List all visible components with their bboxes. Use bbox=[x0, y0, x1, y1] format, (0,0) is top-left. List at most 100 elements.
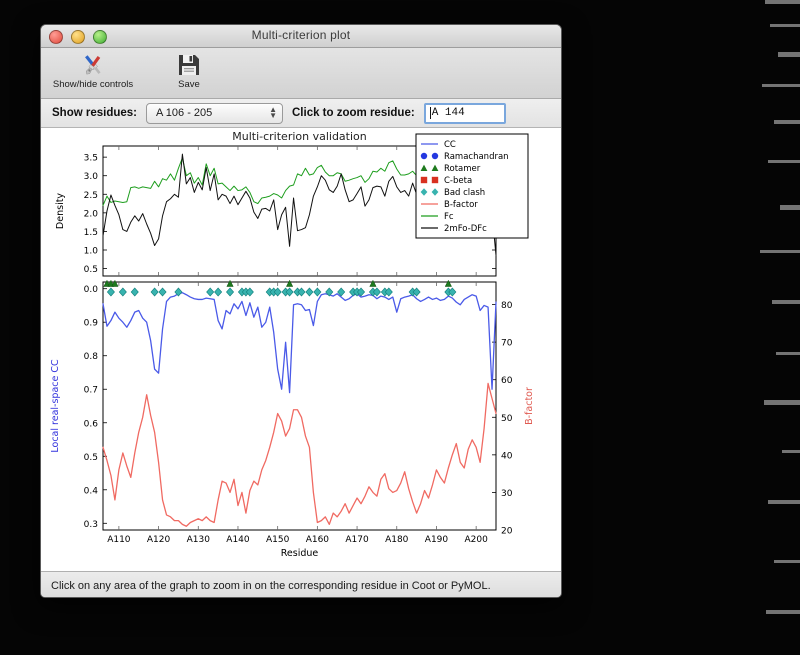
cc-xtick-label: A120 bbox=[147, 535, 171, 545]
bfactor-ytick-label: 80 bbox=[501, 301, 513, 311]
marker-bad-clash[interactable] bbox=[131, 288, 138, 296]
density-ytick-label: 2.0 bbox=[84, 209, 99, 219]
cc-xtick-label: A180 bbox=[385, 535, 409, 545]
zoom-residue-input[interactable]: A 144 bbox=[424, 103, 506, 124]
legend: CC Ramachandran Rotamer C-beta Bad clash B-fa… bbox=[416, 134, 528, 238]
bfactor-ytick-label: 70 bbox=[501, 339, 513, 349]
window-title: Multi-criterion plot bbox=[41, 28, 561, 42]
legend-label-4: Bad clash bbox=[444, 188, 485, 198]
marker-bad-clash[interactable] bbox=[151, 288, 158, 296]
show-hide-controls-label: Show/hide controls bbox=[53, 79, 133, 90]
tools-icon bbox=[78, 52, 108, 78]
residue-axis-label: Residue bbox=[281, 548, 319, 559]
cc-ytick-label: 0.9 bbox=[84, 319, 99, 329]
bfactor-ytick-label: 20 bbox=[501, 527, 513, 537]
cc-ytick-label: 0.4 bbox=[84, 486, 99, 496]
legend-marker-1 bbox=[432, 153, 438, 159]
density-ytick-label: 0.5 bbox=[84, 265, 98, 275]
desktop-streak bbox=[776, 352, 800, 355]
legend-label-2: Rotamer bbox=[444, 164, 481, 174]
cc-xtick-label: A130 bbox=[187, 535, 211, 545]
show-residues-label: Show residues: bbox=[52, 107, 137, 119]
zoom-residue-value: A 144 bbox=[432, 107, 465, 119]
desktop-streak bbox=[772, 300, 800, 304]
marker-bad-clash[interactable] bbox=[207, 288, 214, 296]
density-ytick-label: 3.0 bbox=[84, 172, 99, 182]
desktop-streak bbox=[770, 24, 800, 27]
bfactor-ytick-label: 40 bbox=[501, 451, 513, 461]
legend-marker-3 bbox=[421, 177, 427, 183]
marker-rotamer[interactable] bbox=[286, 280, 292, 286]
multi-criterion-plot-window: Multi-criterion plot bbox=[40, 24, 562, 598]
density-ytick-label: 1.0 bbox=[84, 247, 99, 257]
desktop-streak bbox=[760, 250, 800, 253]
desktop-streak bbox=[764, 400, 800, 405]
cc-xtick-label: A190 bbox=[425, 535, 449, 545]
cc-series-cc bbox=[103, 293, 496, 393]
marker-bad-clash[interactable] bbox=[215, 288, 222, 296]
density-axis-label: Density bbox=[55, 193, 66, 229]
multi-criterion-plot-svg[interactable]: Multi-criterion validation 0.5 1.0 1.5 2.0 2.… bbox=[41, 128, 561, 571]
marker-bad-clash[interactable] bbox=[226, 288, 233, 296]
cc-series-b-factor bbox=[103, 383, 496, 526]
controls-bar: Show residues: A 106 - 205 ▲▼ Click to z… bbox=[41, 99, 561, 128]
cc-xtick-label: A160 bbox=[306, 535, 330, 545]
legend-label-1: Ramachandran bbox=[444, 152, 509, 162]
legend-label-3: C-beta bbox=[444, 176, 472, 186]
legend-label-5: B-factor bbox=[444, 200, 478, 210]
density-ytick-label: 3.5 bbox=[84, 154, 98, 164]
bfactor-ytick-label: 60 bbox=[501, 376, 513, 386]
cc-xtick-label: A170 bbox=[345, 535, 369, 545]
show-hide-controls-button[interactable]: Show/hide controls bbox=[51, 50, 135, 90]
chevron-updown-icon: ▲ ▼ bbox=[269, 107, 277, 119]
desktop-streak bbox=[778, 52, 800, 57]
marker-rotamer[interactable] bbox=[227, 280, 233, 286]
bfactor-ytick-label: 50 bbox=[501, 414, 513, 424]
density-ytick-label: 1.5 bbox=[84, 228, 98, 238]
desktop-streak bbox=[774, 560, 800, 563]
marker-bad-clash[interactable] bbox=[306, 288, 313, 296]
save-button[interactable]: Save bbox=[147, 50, 231, 90]
cc-ytick-label: 0.5 bbox=[84, 453, 98, 463]
marker-bad-clash[interactable] bbox=[159, 288, 166, 296]
cc-ytick-label: 0.8 bbox=[84, 352, 99, 362]
cc-xtick-label: A200 bbox=[464, 535, 488, 545]
cc-bfactor-panel: 0.30.40.50.60.70.80.90.020304050607080A1… bbox=[84, 280, 513, 545]
marker-rotamer[interactable] bbox=[445, 280, 451, 286]
plot-area[interactable]: Multi-criterion validation 0.5 1.0 1.5 2.0 2.… bbox=[41, 128, 561, 571]
chart-title: Multi-criterion validation bbox=[232, 130, 367, 143]
marker-rotamer[interactable] bbox=[370, 280, 376, 286]
cc-ytick-label: 0.0 bbox=[84, 285, 99, 295]
desktop-streak bbox=[774, 120, 800, 124]
status-message: Click on any area of the graph to zoom i… bbox=[51, 580, 491, 592]
density-ytick-label: 2.5 bbox=[84, 191, 98, 201]
residue-range-value: A 106 - 205 bbox=[156, 107, 212, 119]
cc-ytick-label: 0.7 bbox=[84, 386, 98, 396]
status-bar: Click on any area of the graph to zoom i… bbox=[41, 571, 561, 598]
bfactor-ytick-label: 30 bbox=[501, 489, 513, 499]
legend-marker-3 bbox=[432, 177, 438, 183]
cc-ytick-label: 0.6 bbox=[84, 419, 99, 429]
bfactor-axis-label: B-factor bbox=[524, 387, 535, 425]
cc-axis-label: Local real-space CC bbox=[50, 359, 61, 453]
desktop-streak bbox=[768, 160, 800, 163]
cc-xtick-label: A140 bbox=[226, 535, 250, 545]
legend-label-0: CC bbox=[444, 140, 456, 150]
window-titlebar[interactable]: Multi-criterion plot bbox=[41, 25, 561, 48]
marker-bad-clash[interactable] bbox=[119, 288, 126, 296]
cc-xtick-label: A110 bbox=[107, 535, 131, 545]
marker-bad-clash[interactable] bbox=[314, 288, 321, 296]
residue-range-dropdown[interactable]: A 106 - 205 ▲▼ bbox=[146, 103, 283, 124]
zoom-residue-label: Click to zoom residue: bbox=[292, 107, 415, 119]
legend-label-6: Fc bbox=[444, 212, 454, 222]
floppy-disk-icon bbox=[177, 52, 201, 78]
desktop-streak bbox=[780, 205, 800, 210]
marker-bad-clash[interactable] bbox=[107, 288, 114, 296]
desktop-streak bbox=[782, 450, 800, 453]
marker-bad-clash[interactable] bbox=[326, 288, 333, 296]
legend-label-7: 2mFo-DFc bbox=[444, 224, 487, 234]
legend-marker-1 bbox=[421, 153, 427, 159]
desktop-streak bbox=[762, 84, 800, 87]
desktop-streak bbox=[766, 610, 800, 614]
desktop-streak bbox=[765, 0, 800, 4]
